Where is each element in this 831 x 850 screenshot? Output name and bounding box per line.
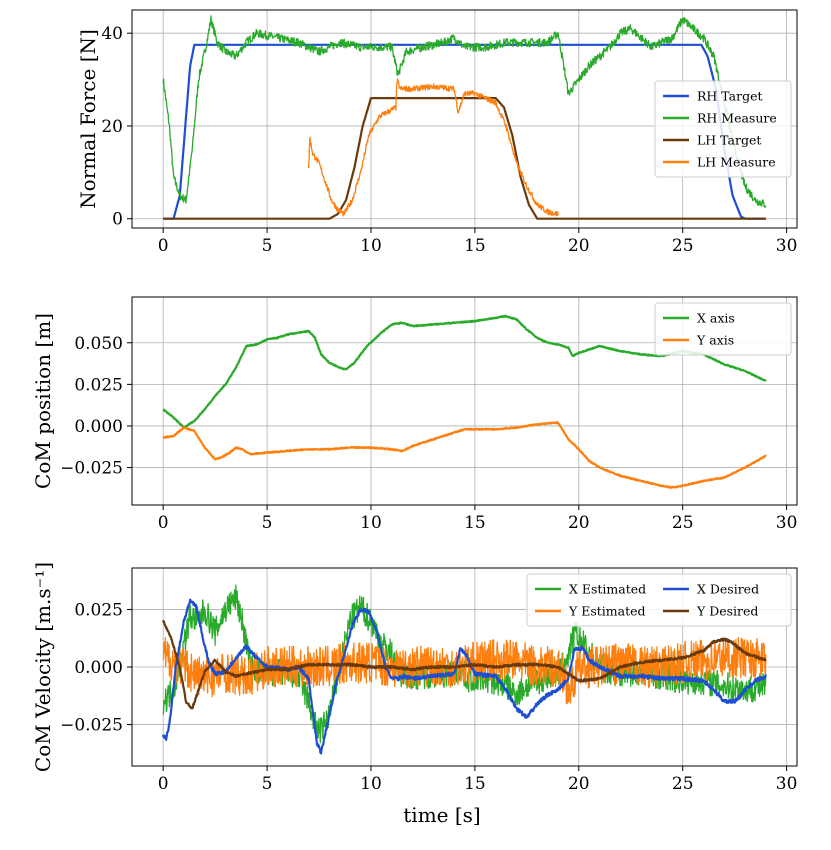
x-tick-label: 15 — [464, 774, 486, 794]
legend-box — [654, 302, 792, 356]
legend-label: RH Measure — [697, 111, 777, 126]
x-tick-label: 20 — [568, 236, 590, 256]
legend-label: X axis — [697, 311, 735, 326]
y-tick-label: 0 — [112, 210, 123, 230]
y-axis-title: CoM position [m] — [31, 313, 55, 489]
x-tick-label: 0 — [158, 513, 169, 533]
y-axis-title: Normal Force [N] — [76, 29, 100, 209]
y-tick-label: 0.025 — [74, 375, 123, 395]
legend-label: LH Target — [697, 133, 761, 148]
x-tick-label: 10 — [360, 774, 382, 794]
x-tick-label: 30 — [776, 513, 798, 533]
legend-label: Y Desired — [696, 604, 758, 619]
x-axis-title: time [s] — [403, 803, 480, 827]
x-tick-label: 15 — [464, 236, 486, 256]
legend: RH Target RH Measure LH Target LH Measure — [654, 80, 792, 178]
x-tick-label: 10 — [360, 236, 382, 256]
y-tick-label: 40 — [101, 24, 123, 44]
legend: X axis Y axis — [654, 302, 792, 356]
series-line-rh-measure — [162, 15, 767, 208]
com-position-panel: 0 5 10 15 20 25 30 −0.025 0.000 0.025 0.050 CoM pos… — [31, 296, 798, 533]
legend-label: Y axis — [696, 333, 734, 348]
x-tick-label: 25 — [672, 774, 694, 794]
x-tick-label: 0 — [158, 236, 169, 256]
series-line-y-axis — [162, 421, 767, 489]
legend-label: Y Estimated — [568, 604, 646, 619]
x-tick-label: 5 — [262, 236, 273, 256]
y-tick-label: −0.025 — [60, 716, 123, 736]
x-tick-label: 25 — [672, 236, 694, 256]
x-tick-label: 0 — [158, 774, 169, 794]
y-tick-label: −0.025 — [60, 459, 123, 479]
legend: X Estimated Y Estimated X Desired Y Desired — [526, 573, 792, 627]
x-tick-label: 25 — [672, 513, 694, 533]
x-tick-label: 30 — [776, 236, 798, 256]
y-tick-label: 0.050 — [74, 334, 123, 354]
series-line-lh-target — [163, 97, 766, 220]
y-tick-label: 0.000 — [74, 658, 123, 678]
x-tick-label: 20 — [568, 774, 590, 794]
plot-frame — [131, 9, 798, 229]
y-tick-label: 0.000 — [74, 417, 123, 437]
legend-box — [654, 80, 792, 178]
legend-label: X Estimated — [569, 582, 646, 597]
plot-frame — [131, 296, 798, 506]
y-axis-title: CoM Velocity [m.s⁻¹] — [31, 562, 55, 772]
x-tick-label: 15 — [464, 513, 486, 533]
legend-label: X Desired — [697, 582, 759, 597]
y-tick-label: 0.025 — [74, 600, 123, 620]
x-tick-label: 10 — [360, 513, 382, 533]
legend-label: LH Measure — [697, 155, 776, 170]
x-tick-label: 30 — [776, 774, 798, 794]
x-tick-label: 5 — [262, 774, 273, 794]
x-tick-label: 5 — [262, 513, 273, 533]
legend-label: RH Target — [697, 89, 763, 104]
legend-box — [526, 573, 792, 627]
series-line-lh-measure — [307, 78, 559, 217]
series-line-y-desired — [162, 619, 767, 710]
x-tick-label: 20 — [568, 513, 590, 533]
com-velocity-panel: 0 5 10 15 20 25 30 −0.025 0.000 0.025 CoM Velocity… — [31, 562, 798, 794]
series-line-x-desired — [162, 598, 767, 755]
y-tick-label: 20 — [101, 117, 123, 137]
